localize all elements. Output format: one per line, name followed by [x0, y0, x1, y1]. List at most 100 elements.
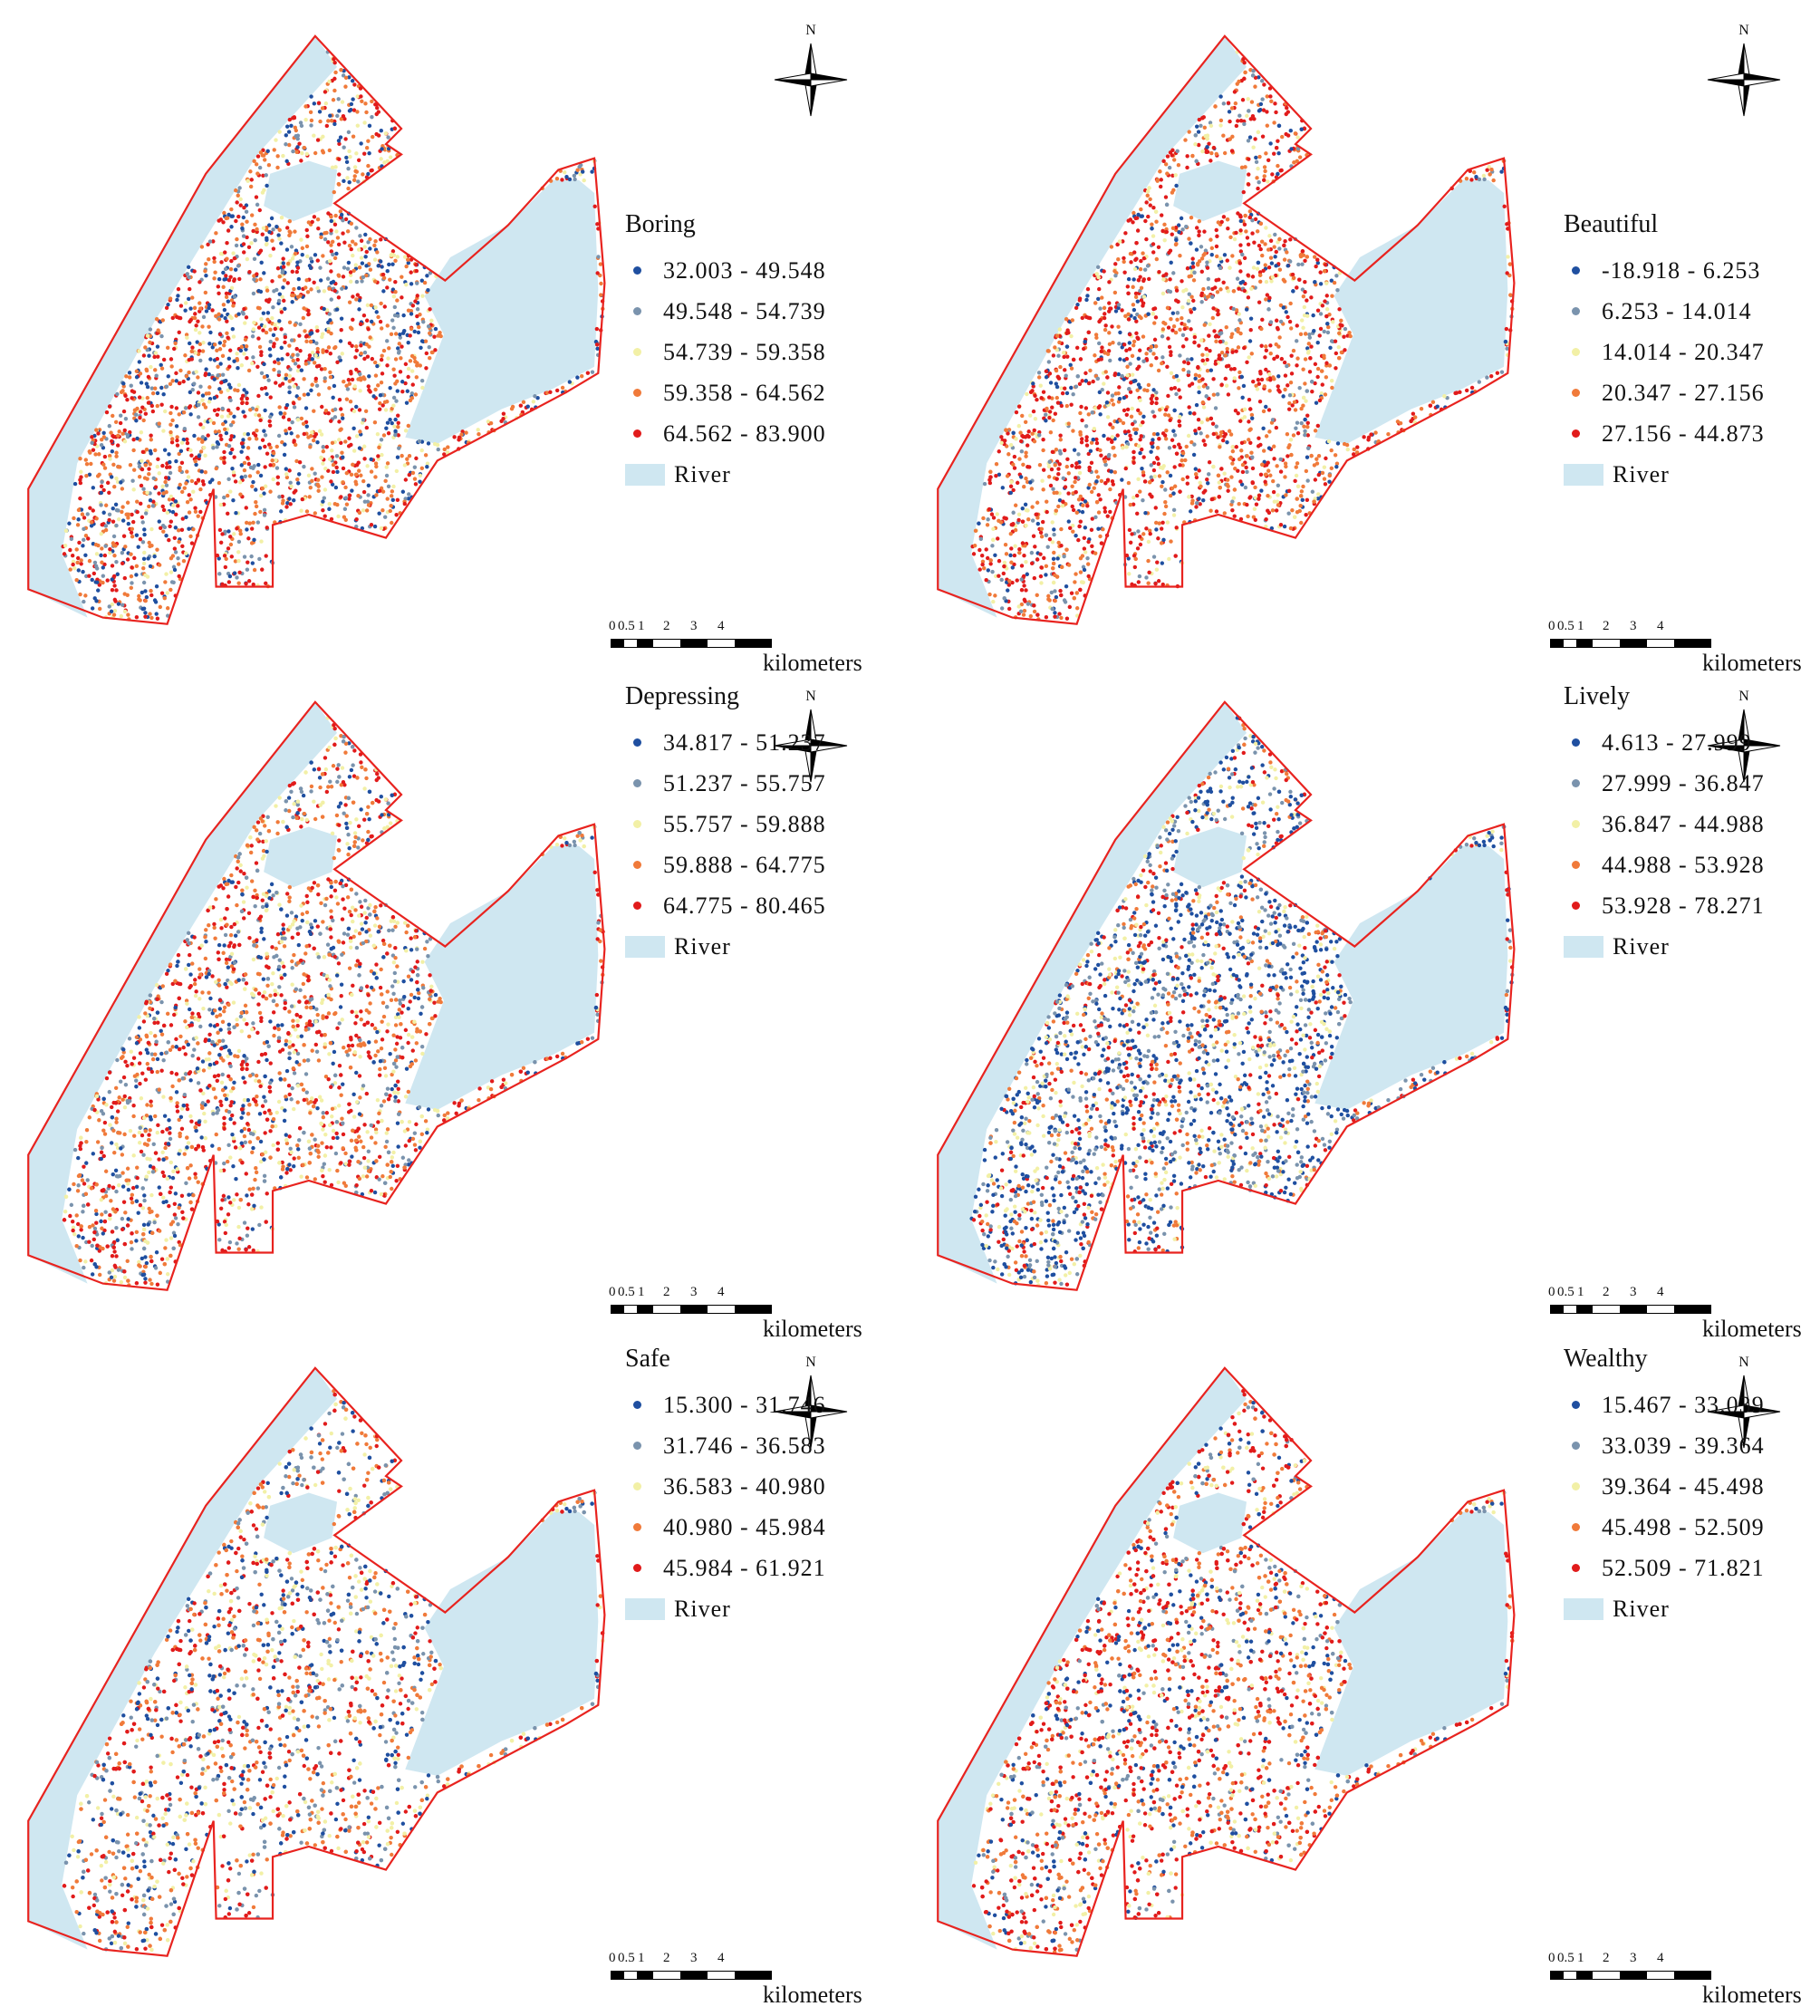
scale-bar-segments: [611, 1971, 772, 1980]
legend-item-4: 40.980 - 45.984: [625, 1507, 826, 1548]
district-area: [938, 701, 1515, 1290]
scale-tick-label: 2: [1603, 619, 1610, 633]
map-panel-beautiful: N Beautiful -18.918 - 6.253 6.253 - 14.0…: [910, 0, 1819, 676]
scale-tick-label: 2: [1603, 1285, 1610, 1299]
district-area: [28, 701, 605, 1290]
legend-item-3: 55.757 - 59.888: [625, 804, 826, 844]
legend-item-2: 51.237 - 55.757: [625, 763, 826, 804]
scale-ticks: 0 0.5 1 2 3 4: [609, 1951, 817, 1969]
scale-tick-label: 3: [690, 1951, 698, 1965]
legend-item-river: River: [625, 1588, 826, 1629]
scale-bar-segments: [1550, 639, 1711, 648]
legend-item-4: 20.347 - 27.156: [1564, 372, 1765, 413]
street-points: [61, 50, 605, 622]
district-map: [27, 700, 606, 1291]
legend-item-4: 44.988 - 53.928: [1564, 844, 1765, 885]
legend-item-2: 49.548 - 54.739: [625, 291, 826, 332]
district-boundary: [27, 34, 606, 625]
river-west: [938, 1367, 1247, 1950]
scale-tick-label: 3: [690, 1285, 698, 1299]
district-area: [28, 1367, 605, 1956]
lake: [1173, 1492, 1247, 1554]
lake: [1173, 160, 1247, 222]
scale-bar-segments: [611, 1305, 772, 1314]
compass-star-icon: [1707, 709, 1781, 783]
north-label: N: [1738, 689, 1749, 704]
scale-tick-label: 3: [1630, 1951, 1637, 1965]
scale-tick-label: 1: [638, 619, 645, 633]
scale-bar: 0 0.5 1 2 3 4 kilometers: [1548, 619, 1802, 682]
map-panel-safe: N Safe 15.300 - 31.746 31.746 - 36.583 3…: [0, 1332, 910, 2008]
legend-item-3: 36.583 - 40.980: [625, 1466, 826, 1507]
district-boundary: [937, 34, 1516, 625]
legend-title: Safe: [625, 1345, 670, 1373]
legend-item-3: 36.847 - 44.988: [1564, 804, 1765, 844]
compass-star-icon: [1707, 43, 1781, 117]
scale-tick-label: 4: [717, 1951, 725, 1965]
legend-item-1: 15.300 - 31.746: [625, 1384, 826, 1425]
legend-item-3: 39.364 - 45.498: [1564, 1466, 1765, 1507]
legend-item-5: 52.509 - 71.821: [1564, 1548, 1765, 1588]
legend-title: Beautiful: [1564, 210, 1659, 238]
north-label: N: [1738, 23, 1749, 38]
scale-tick-label: 3: [690, 619, 698, 633]
legend-item-5: 45.984 - 61.921: [625, 1548, 826, 1588]
scale-tick-label: 0.5: [618, 619, 635, 633]
street-points: [971, 1389, 1515, 1954]
scale-tick-label: 4: [1657, 1285, 1664, 1299]
legend: Lively 4.613 - 27.999 27.999 - 36.847 36…: [1564, 682, 1765, 967]
street-points: [62, 716, 605, 1288]
district-map: [27, 1366, 606, 1957]
north-label: N: [805, 689, 816, 704]
scale-tick-label: 1: [1577, 1285, 1584, 1299]
legend-title: Boring: [625, 210, 696, 238]
scale-tick-label: 2: [663, 619, 670, 633]
river-west: [28, 701, 338, 1284]
scale-tick-label: 0.5: [1557, 1285, 1574, 1299]
legend: Wealthy 15.467 - 33.039 33.039 - 39.364 …: [1564, 1345, 1765, 1629]
street-points: [969, 715, 1515, 1288]
scale-ticks: 0 0.5 1 2 3 4: [1548, 619, 1757, 637]
lake: [1173, 826, 1247, 888]
legend-item-2: 6.253 - 14.014: [1564, 291, 1765, 332]
scale-bar: 0 0.5 1 2 3 4 kilometers: [609, 1285, 862, 1348]
scale-bar-segments: [1550, 1971, 1711, 1980]
scale-tick-label: 4: [1657, 619, 1664, 633]
scale-ticks: 0 0.5 1 2 3 4: [609, 619, 817, 637]
legend-item-2: 31.746 - 36.583: [625, 1425, 826, 1466]
legend-item-5: 64.775 - 80.465: [625, 885, 826, 926]
legend: Depressing 34.817 - 51.237 51.237 - 55.7…: [625, 682, 826, 967]
legend-item-1: 34.817 - 51.237: [625, 722, 826, 763]
scale-tick-label: 2: [1603, 1951, 1610, 1965]
legend-item-2: 27.999 - 36.847: [1564, 763, 1765, 804]
district-map: [27, 34, 606, 625]
scale-tick-label: 1: [638, 1951, 645, 1965]
river-west: [28, 35, 338, 618]
scale-tick-label: 0: [609, 619, 616, 633]
scale-tick-label: 2: [663, 1951, 670, 1965]
north-arrow: N: [770, 23, 852, 117]
scale-bar: 0 0.5 1 2 3 4 kilometers: [609, 1951, 862, 2014]
legend-item-1: 4.613 - 27.999: [1564, 722, 1765, 763]
scale-ticks: 0 0.5 1 2 3 4: [1548, 1951, 1757, 1969]
scale-tick-label: 0: [609, 1951, 616, 1965]
legend-item-4: 45.498 - 52.509: [1564, 1507, 1765, 1548]
scale-tick-label: 0.5: [618, 1285, 635, 1299]
lake: [264, 826, 338, 888]
river-west: [938, 701, 1247, 1284]
compass-star-icon: [1707, 1375, 1781, 1449]
district-map: [937, 34, 1516, 625]
compass-star-icon: [774, 1375, 848, 1449]
river-east: [1314, 845, 1508, 1110]
legend-item-4: 59.358 - 64.562: [625, 372, 826, 413]
map-panel-lively: N Lively 4.613 - 27.999 27.999 - 36.847 …: [910, 666, 1819, 1342]
legend-item-2: 33.039 - 39.364: [1564, 1425, 1765, 1466]
scale-bar: 0 0.5 1 2 3 4 kilometers: [1548, 1285, 1802, 1348]
legend-item-river: River: [1564, 454, 1765, 495]
street-points: [62, 1389, 605, 1953]
north-label: N: [805, 23, 816, 38]
scale-tick-label: 0: [1548, 1951, 1555, 1965]
legend-item-3: 14.014 - 20.347: [1564, 332, 1765, 372]
legend-item-river: River: [1564, 926, 1765, 967]
legend: Boring 32.003 - 49.548 49.548 - 54.739 5…: [625, 210, 826, 495]
